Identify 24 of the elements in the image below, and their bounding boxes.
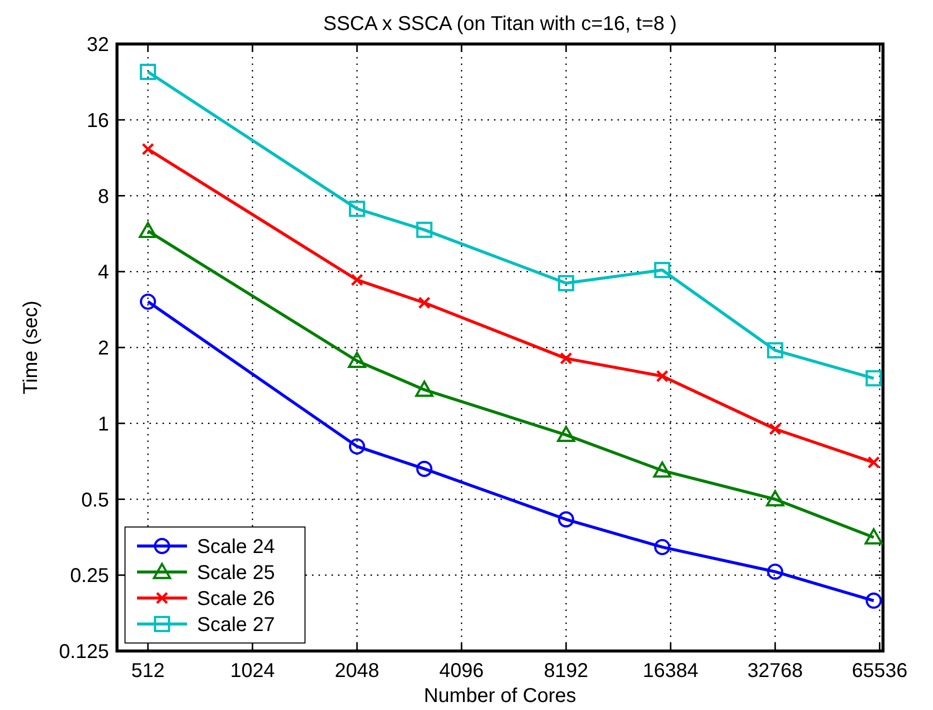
y-tick-label: 0.25 bbox=[70, 565, 109, 588]
x-tick-label: 8192 bbox=[544, 660, 588, 682]
y-tick-label: 32 bbox=[86, 34, 109, 56]
x-tick-label: 16384 bbox=[642, 660, 698, 682]
x-axis-title: Number of Cores bbox=[424, 685, 576, 707]
y-tick-label: 16 bbox=[86, 110, 109, 132]
chart-title: SSCA x SSCA (on Titan with c=16, t=8 ) bbox=[323, 13, 677, 35]
y-tick-label: 8 bbox=[98, 186, 109, 208]
legend-label: Scale 25 bbox=[197, 562, 275, 584]
legend-label: Scale 26 bbox=[197, 588, 275, 610]
legend-label: Scale 24 bbox=[197, 536, 275, 558]
y-tick-label: 0.5 bbox=[81, 489, 109, 512]
x-tick-label: 1024 bbox=[230, 660, 275, 682]
x-tick-label: 2048 bbox=[334, 660, 380, 682]
y-tick-label: 4 bbox=[98, 262, 109, 284]
x-tick-label: 32768 bbox=[747, 660, 803, 682]
legend-label: Scale 27 bbox=[197, 614, 275, 636]
y-tick-label: 0.125 bbox=[58, 641, 109, 663]
x-tick-label: 65536 bbox=[852, 660, 908, 682]
x-tick-label: 512 bbox=[131, 660, 165, 682]
y-tick-label: 1 bbox=[98, 413, 109, 436]
y-axis-title: Time (sec) bbox=[20, 300, 42, 394]
x-tick-label: 4096 bbox=[439, 660, 484, 682]
y-tick-label: 2 bbox=[98, 338, 109, 360]
